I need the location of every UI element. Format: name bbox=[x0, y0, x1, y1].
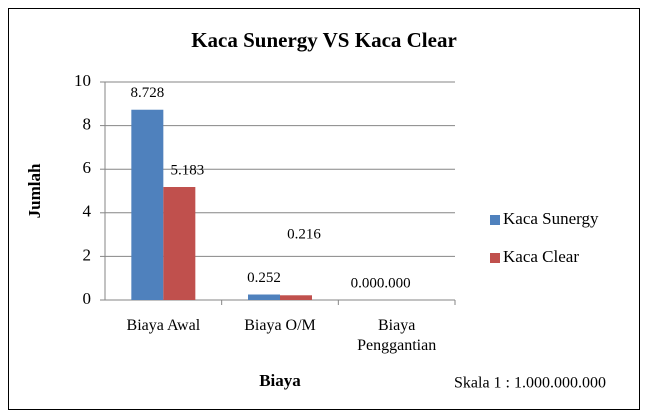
chart-title: Kaca Sunergy VS Kaca Clear bbox=[191, 28, 457, 52]
x-axis-title: Biaya bbox=[259, 371, 301, 390]
legend-label: Kaca Clear bbox=[503, 247, 579, 266]
data-label: 0.000.000 bbox=[351, 275, 411, 291]
y-tick-label: 4 bbox=[83, 202, 92, 221]
bar bbox=[280, 295, 312, 300]
y-tick-label: 8 bbox=[83, 115, 92, 134]
chart-border bbox=[8, 8, 640, 410]
bar bbox=[163, 187, 196, 300]
legend-label: Kaca Sunergy bbox=[503, 209, 599, 228]
y-tick-label: 0 bbox=[83, 289, 92, 308]
data-label: 5.183 bbox=[170, 162, 204, 178]
annotation: Skala 1 : 1.000.000.000 bbox=[454, 375, 606, 392]
data-label: 8.728 bbox=[130, 85, 164, 101]
x-tick-label: Biaya Penggantian bbox=[357, 317, 437, 354]
y-tick-label: 6 bbox=[83, 158, 92, 177]
bar bbox=[131, 109, 164, 300]
legend-swatch bbox=[490, 215, 500, 225]
data-label: 0.216 bbox=[287, 227, 321, 243]
x-tick-label: Biaya Awal bbox=[126, 317, 201, 334]
y-tick-label: 10 bbox=[74, 71, 91, 90]
x-tick-label: Biaya O/M bbox=[244, 317, 316, 334]
bar bbox=[248, 294, 280, 300]
y-tick-label: 2 bbox=[83, 245, 92, 264]
y-axis-title: Jumlah bbox=[25, 163, 44, 218]
legend-swatch bbox=[490, 253, 500, 263]
data-label: 0.252 bbox=[247, 270, 281, 286]
